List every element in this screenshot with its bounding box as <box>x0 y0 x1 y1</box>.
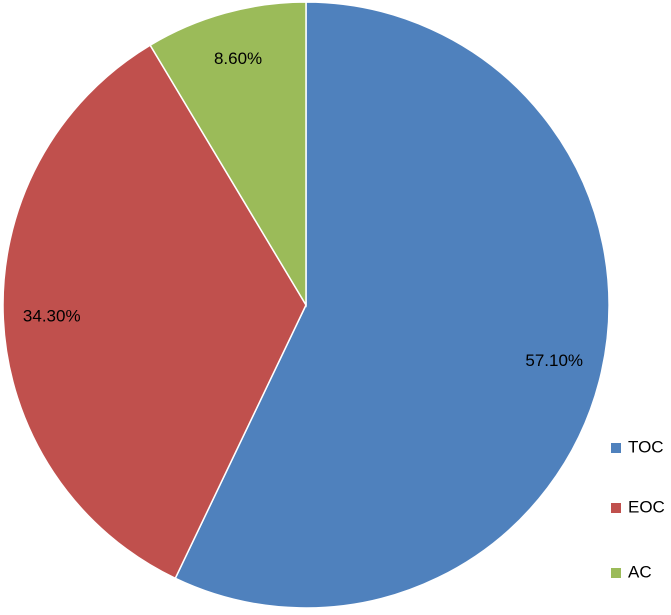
legend-label: EOC <box>628 497 665 516</box>
data-label: 34.30% <box>23 306 81 325</box>
pie-slice <box>174 1 610 609</box>
pie-slice <box>149 1 307 308</box>
data-label: 57.10% <box>525 351 583 370</box>
legend-swatch <box>611 443 621 453</box>
legend-label: TOC <box>628 437 664 456</box>
legend-swatch <box>611 568 621 578</box>
pie-slice <box>2 44 307 580</box>
data-label: 8.60% <box>214 49 262 68</box>
legend-label: AC <box>628 562 652 581</box>
legend-swatch <box>611 503 621 513</box>
